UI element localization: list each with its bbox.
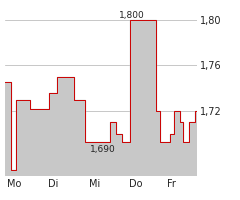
Text: 1,690: 1,690 — [90, 145, 116, 154]
Text: 1,800: 1,800 — [119, 11, 144, 20]
Polygon shape — [5, 20, 197, 176]
